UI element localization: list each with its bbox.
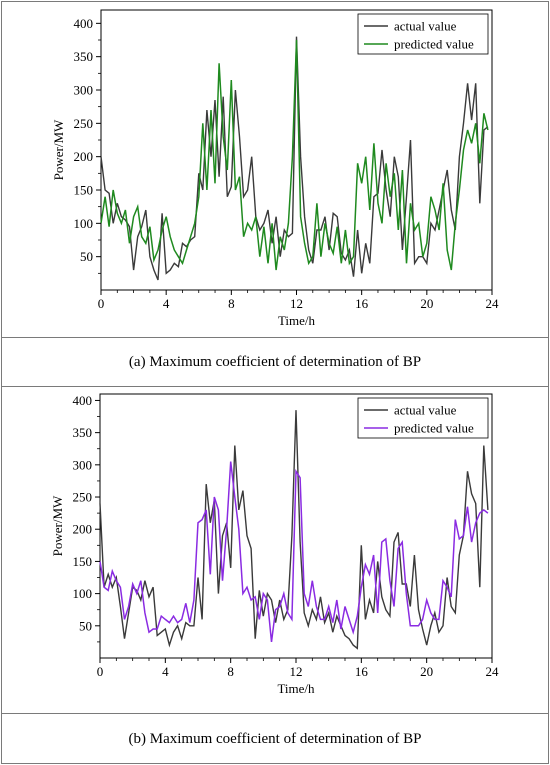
chart-b-y-axis-label: Power/MW — [50, 495, 65, 556]
chart-a-y-tick-label: 200 — [74, 149, 94, 164]
chart-a-y-tick-label: 400 — [74, 16, 94, 31]
chart-a-y-tick-label: 100 — [74, 216, 94, 231]
chart-a-x-axis-label: Time/h — [278, 313, 316, 328]
chart-a-y-tick-label: 150 — [74, 183, 94, 198]
chart-b-y-tick-label: 250 — [73, 490, 93, 505]
chart-a-legend-label-predicted: predicted value — [394, 37, 474, 52]
chart-a: 0 4 8 12 16 20 24 50 100 150 200 250 300 350 400 Time/h… — [51, 9, 500, 328]
chart-b-y-tick-label: 300 — [73, 457, 93, 472]
chart-a-x-tick-label: 0 — [98, 296, 105, 311]
panel-b: 0 4 8 12 16 20 24 50 100 150 200 250 300 350 400 Time/h… — [2, 386, 548, 713]
chart-b-legend — [357, 397, 489, 439]
panel-a: 0 4 8 12 16 20 24 50 100 150 200 250 300 350 400 Time/h… — [2, 2, 548, 337]
chart-a-x-tick-label: 12 — [290, 296, 303, 311]
chart-b-x-tick-label: 24 — [486, 664, 500, 679]
chart-a-x-tick-label: 8 — [228, 296, 235, 311]
chart-b-y-tick-label: 100 — [73, 586, 93, 601]
chart-b-x-tick-label: 12 — [290, 664, 303, 679]
chart-b-y-tick-label: 400 — [73, 393, 93, 408]
chart-a-y-axis-label: Power/MW — [51, 119, 66, 180]
chart-a-x-tick-label: 24 — [486, 296, 500, 311]
chart-a-x-tick-label: 16 — [355, 296, 369, 311]
chart-a-series-predicted-line — [100, 39, 489, 271]
chart-b-legend-label-actual: actual value — [394, 403, 457, 418]
chart-a-series-actual-line — [100, 36, 489, 281]
chart-b-y-tick-label: 150 — [73, 554, 93, 569]
chart-b-x-tick-label: 16 — [355, 664, 369, 679]
chart-b-x-tick-label: 0 — [97, 664, 104, 679]
chart-b-x-tick-label: 4 — [162, 664, 169, 679]
chart-b-x-tick-label: 20 — [420, 664, 433, 679]
chart-b-series-actual-line — [99, 410, 489, 650]
chart-b-y-tick-label: 200 — [73, 522, 93, 537]
chart-a-legend — [357, 13, 489, 55]
chart-a-y-tick-label: 350 — [74, 49, 94, 64]
chart-a-y-tick-label: 250 — [74, 116, 94, 131]
chart-a-y-tick-label: 50 — [80, 249, 93, 264]
chart-a-y-tick-label: 300 — [74, 83, 94, 98]
chart-a-x-tick-label: 4 — [163, 296, 170, 311]
chart-a-legend-label-actual: actual value — [394, 19, 457, 34]
chart-b-series-predicted-line — [99, 461, 489, 642]
chart-b-x-axis-label: Time/h — [277, 681, 315, 696]
chart-b-y-tick-label: 350 — [73, 425, 93, 440]
chart-b-x-tick-label: 8 — [227, 664, 234, 679]
caption-b: (b) Maximum coefficient of determination… — [2, 713, 548, 764]
chart-b: 0 4 8 12 16 20 24 50 100 150 200 250 300 350 400 Time/h… — [50, 393, 500, 696]
chart-b-legend-label-predicted: predicted value — [394, 421, 474, 436]
caption-a: (a) Maximum coefficient of determination… — [2, 337, 548, 387]
chart-b-y-tick-label: 50 — [79, 618, 92, 633]
chart-a-x-tick-label: 20 — [420, 296, 433, 311]
